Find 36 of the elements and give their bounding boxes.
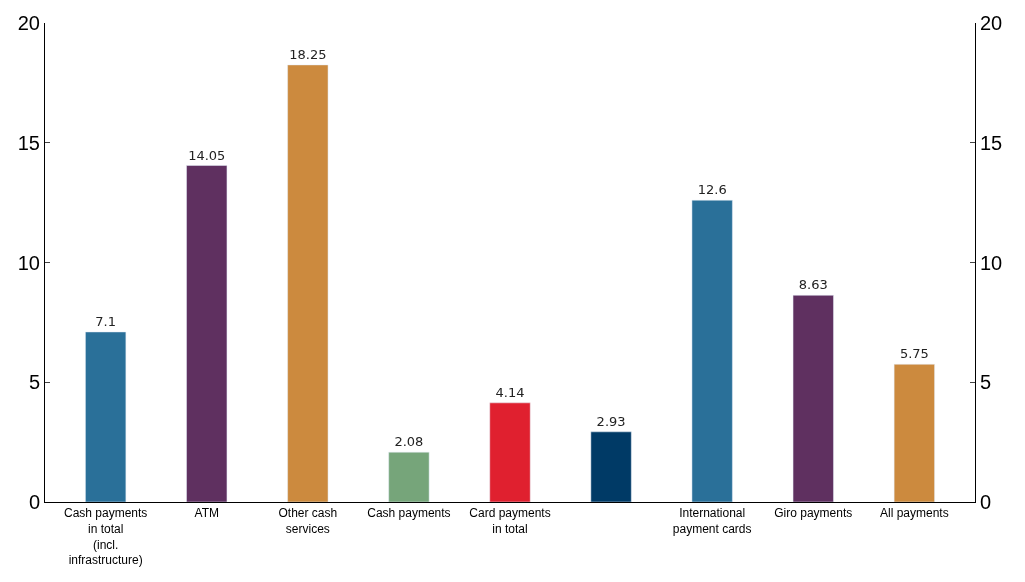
y2-tick-label: 5 — [980, 371, 992, 394]
bar — [388, 451, 430, 502]
bar — [85, 331, 127, 502]
x-tick-label: Other cash services — [278, 506, 338, 536]
data-label: 14.05 — [188, 147, 226, 163]
data-label: 18.25 — [289, 46, 327, 62]
data-label: 2.08 — [394, 434, 424, 450]
bar — [893, 364, 935, 502]
x-tick-label: Cash payments — [367, 506, 451, 521]
bar — [590, 431, 632, 502]
y-tick-label: 15 — [17, 131, 40, 154]
x-tick-label: International payment cards — [672, 506, 752, 536]
bar — [489, 402, 531, 502]
x-tick-label: All payments — [880, 506, 949, 521]
x-tick-label: ATM — [194, 506, 219, 521]
y-tick-label: 5 — [28, 371, 40, 394]
x-tick-label: Giro payments — [774, 506, 853, 521]
bar — [287, 64, 329, 502]
data-label: 2.93 — [596, 413, 626, 429]
data-label: 8.63 — [798, 277, 828, 293]
data-label: 4.14 — [495, 384, 525, 400]
x-tick-label: Cash payments in total (incl. infrastructure) — [63, 506, 148, 568]
y2-tick-label: 20 — [980, 12, 1003, 34]
bar — [691, 199, 733, 502]
y-tick-label: 10 — [17, 251, 40, 274]
y-tick-label: 20 — [17, 12, 40, 34]
y2-tick-label: 0 — [980, 491, 992, 513]
data-label: 12.6 — [697, 182, 727, 198]
data-label: 5.75 — [899, 346, 929, 362]
y2-tick-label: 10 — [980, 251, 1003, 274]
data-label: 7.1 — [95, 313, 116, 329]
y2-tick-label: 15 — [980, 131, 1003, 154]
bar — [186, 165, 228, 502]
x-tick-label: Card payments in total — [469, 506, 551, 536]
y-tick-label: 0 — [28, 491, 40, 513]
bar — [792, 295, 834, 502]
